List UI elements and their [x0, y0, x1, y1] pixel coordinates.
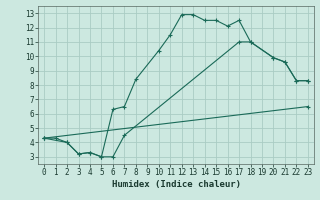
- X-axis label: Humidex (Indice chaleur): Humidex (Indice chaleur): [111, 180, 241, 189]
